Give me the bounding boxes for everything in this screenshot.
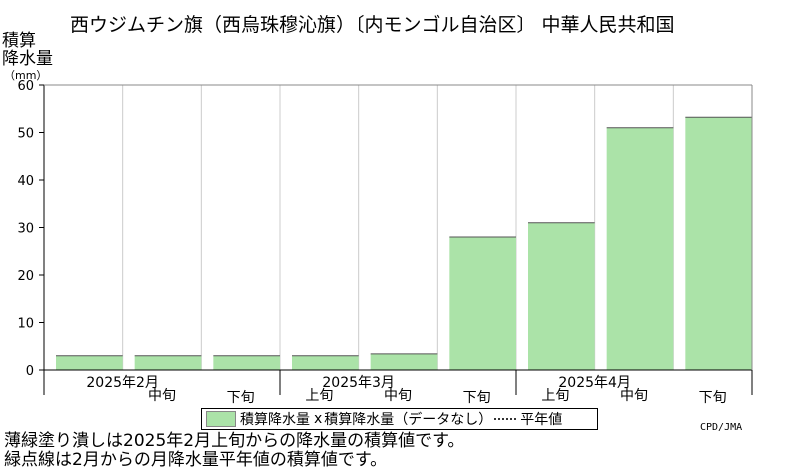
y-tick-label: 0 bbox=[26, 364, 34, 379]
y-tick-label: 20 bbox=[17, 269, 34, 284]
legend-swatch-fill bbox=[206, 411, 236, 427]
y-tick-label: 50 bbox=[17, 127, 34, 142]
y-axis-label-line1: 積算 bbox=[2, 31, 36, 51]
bar-period-6 bbox=[449, 237, 516, 370]
bar-period-5 bbox=[370, 353, 438, 370]
y-tick-label: 40 bbox=[17, 174, 34, 189]
period-label: 上旬 bbox=[541, 388, 569, 404]
period-label: 下旬 bbox=[463, 390, 491, 406]
legend-missing-label: 積算降水量（データなし） bbox=[324, 412, 493, 428]
month-label: 2025年4月 bbox=[558, 375, 631, 391]
bar-period-2 bbox=[134, 355, 202, 370]
y-tick-label: 10 bbox=[17, 317, 34, 332]
period-label: 中旬 bbox=[620, 388, 648, 404]
period-label: 中旬 bbox=[384, 388, 412, 404]
period-label: 下旬 bbox=[699, 390, 727, 406]
legend-bar-label: 積算降水量 bbox=[240, 412, 310, 428]
legend-dotted-line bbox=[494, 418, 517, 420]
credit-text: CPD/JMA bbox=[700, 422, 743, 433]
legend-missing-marker: x bbox=[314, 411, 323, 427]
y-tick-label: 30 bbox=[17, 222, 34, 237]
period-label: 下旬 bbox=[227, 390, 255, 406]
bar-period-7 bbox=[528, 222, 595, 370]
bar-period-8 bbox=[606, 127, 674, 370]
y-tick-label: 60 bbox=[17, 79, 34, 94]
bar-period-1 bbox=[56, 355, 123, 370]
legend: 積算降水量 x 積算降水量（データなし） 平年値 bbox=[201, 408, 598, 430]
y-axis-unit: （mm） bbox=[4, 69, 48, 82]
bars-layer bbox=[56, 116, 752, 370]
chart-title: 西ウジムチン旗（西烏珠穆沁旗）〔内モンゴル自治区〕 中華人民共和国 bbox=[70, 14, 675, 36]
axis-layer bbox=[39, 84, 753, 395]
bar-period-4 bbox=[292, 355, 359, 370]
month-label: 2025年3月 bbox=[322, 375, 395, 391]
period-label: 上旬 bbox=[305, 388, 333, 404]
y-axis-label-line2: 降水量 bbox=[2, 49, 53, 69]
month-label: 2025年2月 bbox=[86, 375, 159, 391]
bar-period-3 bbox=[213, 355, 280, 370]
period-label: 中旬 bbox=[148, 388, 176, 404]
footnote-2: 緑点線は2月からの月降水量平年値の積算値です。 bbox=[4, 450, 388, 470]
legend-normal-label: 平年値 bbox=[520, 412, 563, 428]
bar-period-9 bbox=[685, 117, 752, 370]
footnote-1: 薄緑塗り潰しは2025年2月上旬からの降水量の積算値です。 bbox=[4, 431, 465, 451]
